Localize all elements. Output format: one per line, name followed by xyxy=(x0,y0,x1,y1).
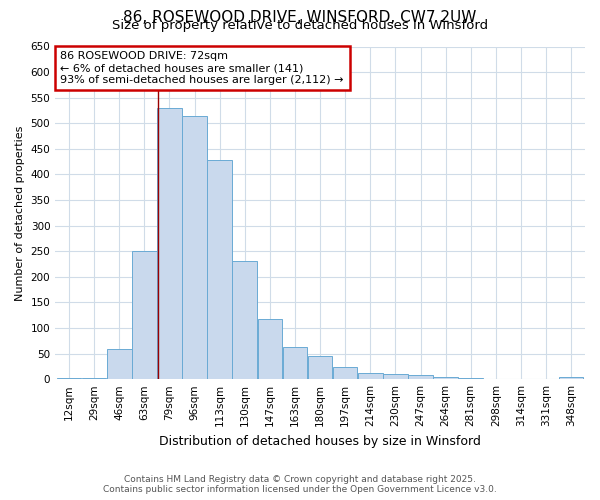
Text: Size of property relative to detached houses in Winsford: Size of property relative to detached ho… xyxy=(112,19,488,32)
Y-axis label: Number of detached properties: Number of detached properties xyxy=(15,125,25,300)
Bar xyxy=(257,319,282,379)
Bar xyxy=(559,376,583,379)
Bar xyxy=(132,251,157,379)
Text: Contains HM Land Registry data © Crown copyright and database right 2025.
Contai: Contains HM Land Registry data © Crown c… xyxy=(103,474,497,494)
Text: 86 ROSEWOOD DRIVE: 72sqm
← 6% of detached houses are smaller (141)
93% of semi-d: 86 ROSEWOOD DRIVE: 72sqm ← 6% of detache… xyxy=(61,52,344,84)
Bar xyxy=(433,377,458,379)
Bar xyxy=(484,378,508,379)
Bar xyxy=(358,373,383,379)
Bar xyxy=(383,374,408,379)
Bar xyxy=(82,378,106,379)
Text: 86, ROSEWOOD DRIVE, WINSFORD, CW7 2UW: 86, ROSEWOOD DRIVE, WINSFORD, CW7 2UW xyxy=(124,10,476,25)
Bar xyxy=(408,375,433,379)
Bar xyxy=(458,378,483,379)
Bar xyxy=(208,160,232,379)
X-axis label: Distribution of detached houses by size in Winsford: Distribution of detached houses by size … xyxy=(159,434,481,448)
Bar xyxy=(107,350,131,379)
Bar xyxy=(283,347,307,379)
Bar xyxy=(56,378,81,379)
Bar xyxy=(182,116,207,379)
Bar xyxy=(333,368,358,379)
Bar xyxy=(232,262,257,379)
Bar xyxy=(157,108,182,379)
Bar xyxy=(308,356,332,379)
